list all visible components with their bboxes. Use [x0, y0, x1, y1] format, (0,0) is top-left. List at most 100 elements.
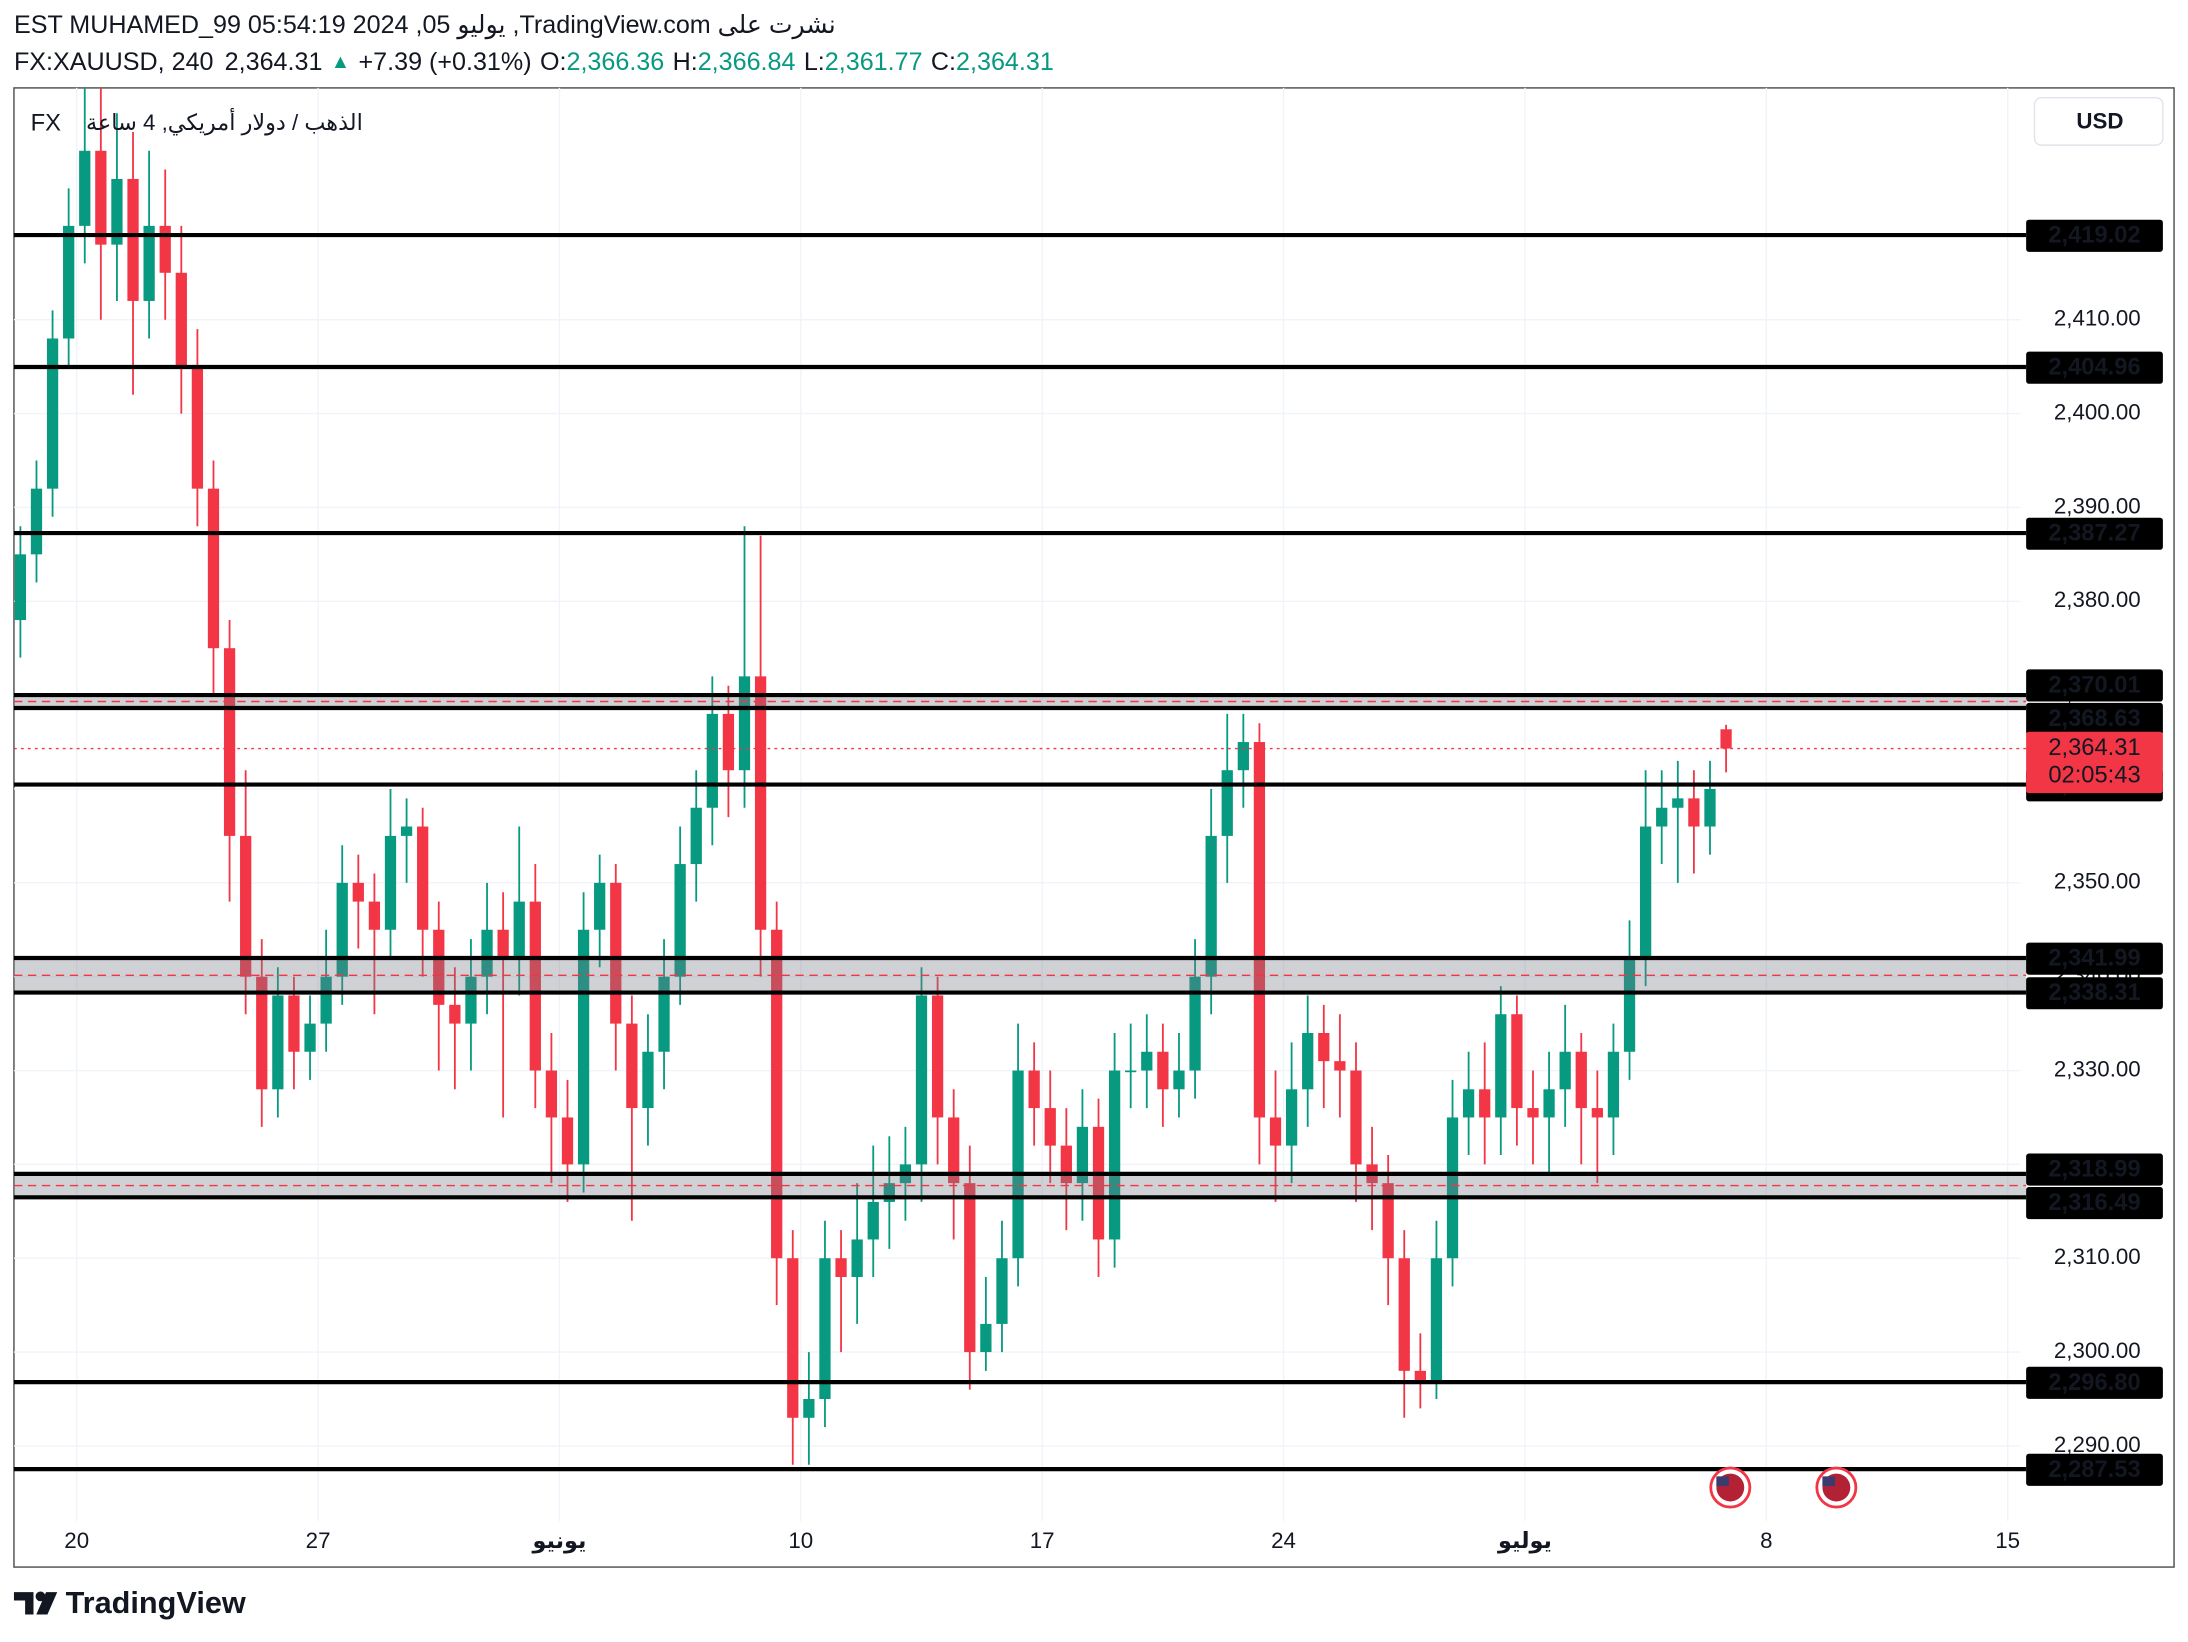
candle-body: [46, 338, 59, 489]
y-tick-label: 2,290.00: [2054, 1432, 2141, 1457]
candle-body: [1495, 1014, 1507, 1118]
candle-body: [610, 882, 622, 1024]
low-value: 2,361.77: [825, 47, 923, 75]
level-label-box: [2026, 1153, 2163, 1186]
level-label: 2,316.49: [2048, 1190, 2140, 1216]
candle-body: [738, 676, 751, 771]
price: 2,364.31: [225, 47, 323, 75]
level-label: 2,318.99: [2048, 1157, 2140, 1183]
symbol-info: FX:XAUUSD, 240 2,364.31 ▲ +7.39 (+0.31%) O:2…: [14, 47, 1054, 75]
candle-body: [1639, 826, 1652, 958]
level-label-box: [2026, 1186, 2163, 1220]
countdown: 02:05:43: [2048, 763, 2140, 789]
candle-body: [30, 488, 43, 555]
candle-body: [1092, 1126, 1105, 1240]
candle-body: [594, 882, 606, 930]
candle-body: [1382, 1183, 1394, 1259]
event-flag[interactable]: [1815, 1466, 1858, 1509]
close-label: C:: [931, 47, 956, 75]
x-tick-label: 10: [788, 1528, 813, 1553]
last-price-box: [2026, 731, 2163, 794]
candle-body: [1173, 1070, 1185, 1090]
level-label: 2,387.27: [2048, 521, 2140, 547]
candle-body: [964, 1183, 976, 1353]
candle-body: [1350, 1070, 1362, 1165]
candle-body: [996, 1258, 1008, 1324]
x-tick-label: 8: [1760, 1528, 1772, 1553]
candle-body: [1318, 1032, 1330, 1062]
candle-body: [111, 178, 123, 245]
level-label: 2,296.80: [2048, 1370, 2140, 1396]
candle-body: [1446, 1117, 1459, 1259]
candle-body: [1430, 1258, 1443, 1381]
candle-body: [159, 225, 171, 273]
candle-body: [175, 272, 187, 367]
candle-body: [931, 995, 944, 1118]
publish-info: نشرت على TradingView.com, يوليو 05, 2024…: [14, 11, 836, 40]
currency-button[interactable]: [2033, 96, 2164, 146]
y-tick-label: 2,410.00: [2054, 306, 2141, 331]
candle-body: [1527, 1108, 1539, 1118]
candle-body: [883, 1183, 895, 1202]
candle-body: [1205, 835, 1217, 977]
candle-body: [1012, 1070, 1024, 1259]
level-label: 2,287.53: [2048, 1457, 2140, 1483]
candle-body: [1591, 1108, 1603, 1118]
symbol: FX:XAUUSD, 240: [14, 47, 214, 75]
candle-body: [722, 713, 735, 771]
candle-body: [690, 807, 702, 865]
frame: [13, 87, 2175, 1568]
level-label: 2,404.96: [2048, 355, 2140, 381]
level-label-box: [2026, 1453, 2163, 1486]
candle-body: [1044, 1108, 1056, 1146]
candle-body: [915, 995, 928, 1165]
level-label-box: [2026, 219, 2163, 252]
level-label-box: [2026, 351, 2163, 384]
candle-body: [1189, 976, 1201, 1071]
candle-body: [1285, 1089, 1298, 1146]
currency[interactable]: USD: [2076, 109, 2123, 134]
candle-body: [658, 976, 670, 1052]
candle-body: [384, 835, 397, 930]
candle-body: [1607, 1051, 1620, 1118]
candle-body: [127, 178, 139, 301]
event-flag[interactable]: [1709, 1466, 1752, 1509]
y-tick-label: 2,400.00: [2054, 399, 2141, 424]
candle-body: [207, 488, 220, 649]
candle-body: [1704, 788, 1716, 827]
brand: TradingView: [66, 1585, 246, 1620]
candle-body: [417, 826, 429, 930]
candle-body: [803, 1399, 815, 1418]
candle-body: [545, 1070, 558, 1118]
open-value: 2,366.36: [566, 47, 664, 75]
level-label-box: [2026, 669, 2163, 702]
candle-body: [400, 826, 413, 836]
candle-body: [1302, 1032, 1314, 1090]
level-label-box: [2026, 517, 2163, 550]
candle-body: [481, 929, 493, 977]
x-tick-label: يونيو: [532, 1528, 587, 1554]
high-label: H:: [673, 47, 698, 75]
candle-body: [1511, 1014, 1523, 1109]
candle-body: [368, 901, 381, 930]
overlays: 2,419.022,404.962,387.272,360.472,296.80…: [13, 219, 2163, 1486]
candle-body: [1334, 1061, 1346, 1071]
x-tick-label: 17: [1030, 1528, 1055, 1553]
candle-body: [513, 901, 525, 958]
close-value: 2,364.31: [956, 47, 1054, 75]
candle-body: [320, 976, 332, 1024]
candle-body: [1398, 1258, 1410, 1371]
candle-body: [1237, 742, 1249, 771]
y-tick-label: 2,390.00: [2054, 493, 2141, 518]
y-tick-label: 2,330.00: [2054, 1056, 2141, 1081]
candle-body: [79, 150, 91, 226]
candle-body: [561, 1117, 574, 1165]
candle-body: [674, 864, 686, 977]
y-tick-label: 2,380.00: [2054, 587, 2141, 612]
candle-body: [1479, 1089, 1491, 1118]
y-tick-label: 2,300.00: [2054, 1338, 2141, 1363]
candle-body: [14, 554, 27, 621]
candle-body: [529, 901, 541, 1071]
candle-body: [867, 1201, 879, 1240]
